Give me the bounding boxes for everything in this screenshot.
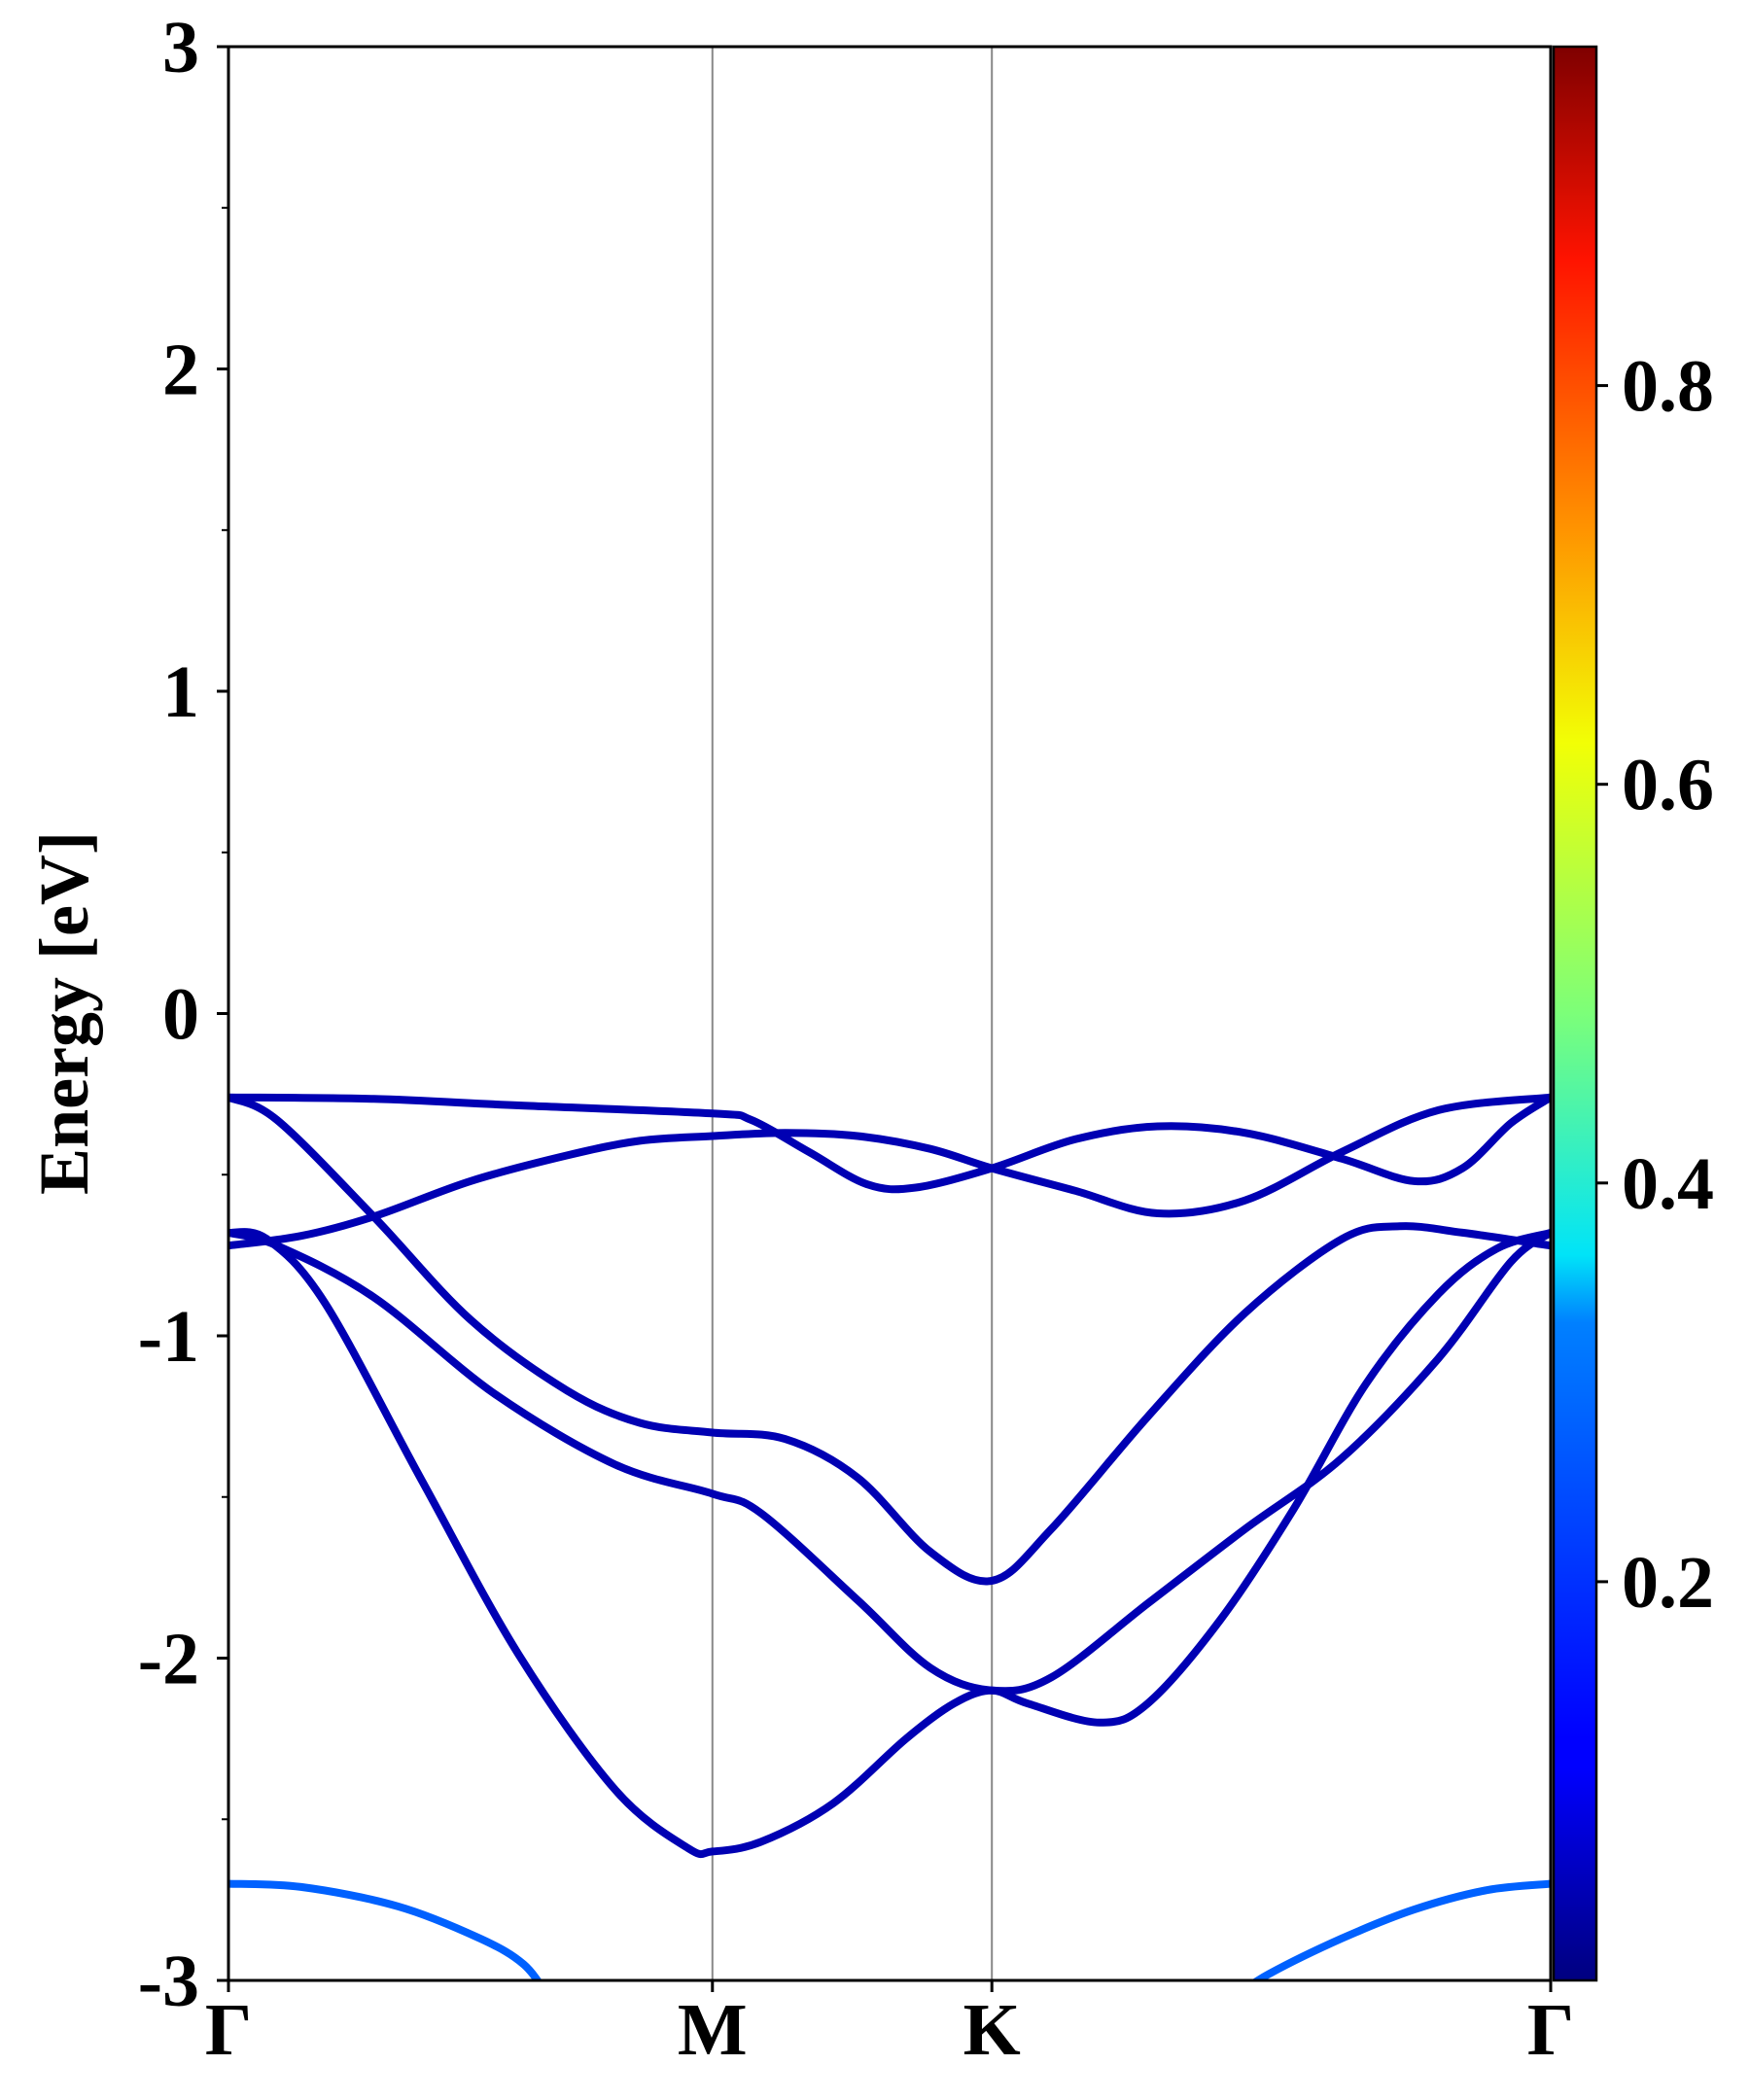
band-line-5 xyxy=(228,1228,1551,1859)
band-line-7 xyxy=(1250,1879,1551,1980)
band-line-2 xyxy=(228,1093,1551,1250)
y-tick-label: 3 xyxy=(162,7,199,88)
x-tick-label: M xyxy=(678,1989,748,2071)
plot-frame xyxy=(227,45,1553,1982)
band-lines xyxy=(228,1093,1551,1980)
x-tick-label: Γ xyxy=(1527,1989,1574,2071)
x-tick-label: Γ xyxy=(205,1989,252,2071)
band-line-4 xyxy=(228,1228,1551,1696)
band-line-1 xyxy=(228,1093,1551,1194)
y-tick-label: -1 xyxy=(138,1296,199,1378)
y-tick-label: 0 xyxy=(162,974,199,1056)
colorbar-tick-label: 0.4 xyxy=(1622,1143,1714,1225)
y-tick-label: -3 xyxy=(138,1941,199,2022)
y-tick-label: 2 xyxy=(162,330,199,411)
band-line-6 xyxy=(228,1879,542,1980)
y-tick-label: 1 xyxy=(162,651,199,733)
colorbar-tick-label: 0.8 xyxy=(1622,346,1714,428)
colorbar xyxy=(1552,45,1598,1982)
colorbar-tick-label: 0.6 xyxy=(1622,745,1714,826)
y-tick-label: -2 xyxy=(138,1619,199,1700)
colorbar-tick-label: 0.2 xyxy=(1622,1542,1714,1624)
high-symmetry-lines xyxy=(711,47,994,1980)
y-axis-label: Energy [eV] xyxy=(25,831,103,1195)
band-line-3 xyxy=(228,1093,1551,1586)
y-axis-ticks: 3 2 1 0 -1 -2 -3 xyxy=(138,7,228,2022)
colorbar-ticks: 0.2 0.4 0.6 0.8 xyxy=(1596,346,1714,1624)
x-tick-label: K xyxy=(963,1989,1021,2071)
